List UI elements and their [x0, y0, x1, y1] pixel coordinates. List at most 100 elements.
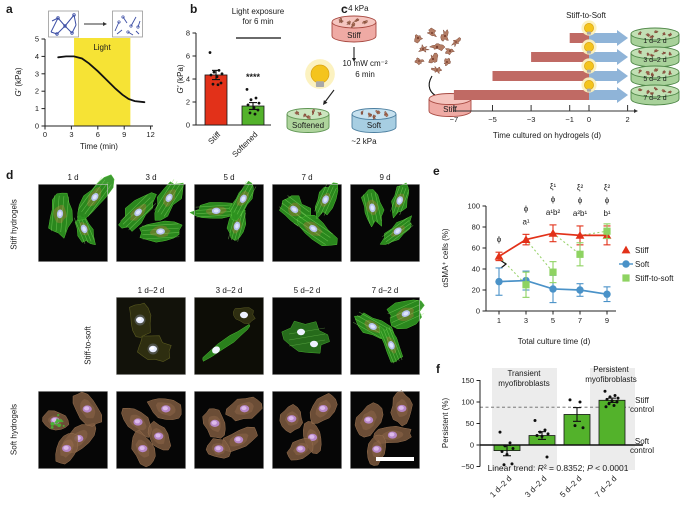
f-data-point: [540, 434, 544, 438]
line-shape: [130, 16, 137, 27]
circle-shape: [348, 22, 350, 24]
timeline-tick-label: −7: [450, 115, 459, 124]
path-shape: [417, 43, 430, 53]
line-shape: [128, 203, 157, 231]
rect-shape: [116, 297, 187, 376]
line-shape: [387, 299, 419, 314]
rect-shape: [194, 391, 265, 470]
line-shape: [393, 313, 425, 328]
micro-column-label: 1 d: [67, 173, 79, 182]
rect-shape: [272, 297, 343, 376]
f-data-point: [603, 389, 607, 393]
a-xtick-label: 9: [122, 130, 126, 139]
circle-shape: [651, 73, 653, 76]
ellipse-shape: [297, 446, 303, 451]
timeline-stiff-bar: [531, 52, 589, 62]
line-shape: [288, 339, 326, 347]
stiff-control-label: Stiff: [635, 396, 649, 405]
f-ytick-label: −50: [461, 462, 474, 471]
rect-shape: [350, 184, 421, 263]
panel-f-chart: −50 0 50 100 150 1 d–2 d 3 d–2 d 5 d–2 d 7 d–2 d…: [441, 365, 654, 499]
circle-shape: [669, 53, 671, 55]
soft-modulus-label: ~2 kPa: [351, 137, 377, 146]
data-point: [216, 83, 220, 87]
marker-square: [576, 250, 584, 258]
timeline-stiff-bar: [453, 90, 589, 100]
timeline-group-label: 3 d–2 d: [643, 57, 666, 64]
micro-image-r1c2: [116, 179, 187, 263]
circle-shape: [340, 20, 342, 22]
e-annotation: ϕ: [524, 204, 529, 213]
data-point: [220, 72, 224, 76]
rect-shape: [586, 31, 592, 35]
tspan-shape: < 0.0001: [593, 463, 629, 473]
b-ytick-label: 0: [186, 121, 190, 130]
ellipse-shape: [134, 419, 140, 424]
circle-shape: [136, 25, 140, 29]
e-xtick-label: 9: [605, 316, 609, 325]
line-shape: [116, 29, 123, 35]
seed-disk-label: Stiff: [443, 105, 457, 114]
ellipse-shape: [370, 324, 376, 329]
line-shape: [73, 217, 86, 245]
f-data-point: [508, 441, 512, 445]
stiff-modulus-label: ~4 kPa: [343, 4, 369, 13]
path-shape: [428, 75, 440, 98]
e-annotation: ϕ: [551, 195, 556, 204]
ellipse-shape: [240, 311, 248, 319]
e-annotation: ϕ: [578, 196, 583, 205]
circle-shape: [655, 88, 657, 90]
circle-shape: [121, 15, 125, 19]
e-xtick-label: 7: [578, 316, 582, 325]
b-ytick-label: 4: [186, 75, 190, 84]
panel-b-title-line2: for 6 min: [242, 17, 274, 26]
rect-shape: [194, 184, 265, 263]
f-data-point: [608, 395, 612, 399]
f-ytick-label: 100: [461, 398, 474, 407]
panel-a-network-inset: [48, 10, 143, 38]
ellipse-shape: [135, 210, 141, 215]
micro-image-r3c2: [116, 391, 187, 470]
f-category-label: 3 d–2 d: [523, 474, 548, 499]
ellipse-shape: [162, 406, 168, 411]
line-shape: [374, 191, 382, 222]
ellipse-shape: [319, 405, 326, 410]
circle-shape: [647, 53, 649, 55]
e-ytick-label: 40: [472, 265, 480, 274]
timeline-tick-label: −1: [565, 115, 574, 124]
tspan-shape: (kPa): [14, 67, 23, 89]
timeline-soft-arrow: [589, 49, 628, 65]
circle-shape: [647, 34, 649, 36]
circle-shape: [443, 34, 447, 38]
e-annotation: ξ²: [577, 183, 584, 192]
modulus-curve: [57, 55, 146, 104]
ellipse-shape: [211, 420, 217, 425]
f-data-point: [605, 397, 609, 401]
circle-shape: [663, 33, 665, 35]
panel-a-letter: a: [6, 2, 13, 16]
timeline-group-label: 7 d–2 d: [643, 95, 666, 102]
circle-shape: [57, 419, 61, 423]
ellipse-shape: [84, 406, 90, 411]
circle-shape: [669, 72, 671, 74]
rect-shape: [586, 69, 592, 73]
transient-label: myofibroblasts: [498, 379, 550, 388]
f-data-point: [505, 452, 509, 456]
line-shape: [142, 236, 180, 240]
f-data-point: [498, 430, 502, 434]
data-point: [215, 75, 219, 79]
ellipse-shape: [395, 229, 400, 234]
timeline-group-label: 1 d–2 d: [643, 38, 666, 45]
transient-band: [492, 368, 557, 470]
e-ytick-label: 20: [472, 286, 480, 295]
circle-shape: [651, 92, 653, 95]
e-annotation: a²b¹: [573, 209, 588, 218]
light-duration-label: 6 min: [355, 70, 375, 79]
f-category-label: 5 d–2 d: [558, 474, 583, 499]
rect-shape: [38, 391, 109, 470]
rect-shape: [315, 81, 325, 88]
line-shape: [552, 232, 581, 255]
e-annotation: ξ¹: [550, 182, 557, 191]
stiff-disk-label: Stiff: [347, 31, 361, 40]
line-shape: [380, 330, 395, 364]
